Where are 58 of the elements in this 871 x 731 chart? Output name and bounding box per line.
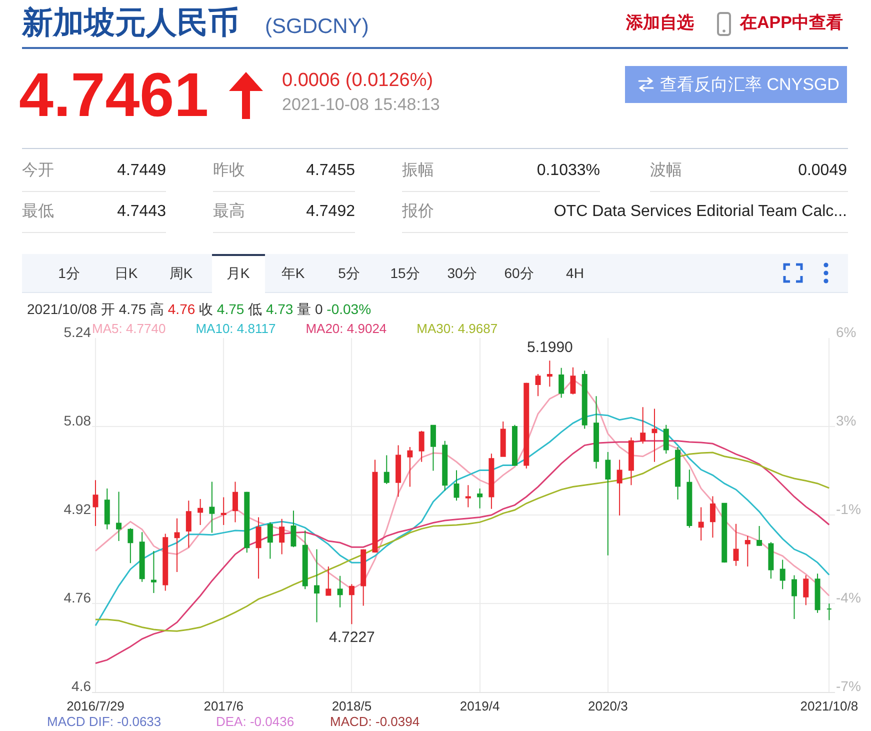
text: 最低	[22, 202, 54, 222]
annotation: 5.1990	[527, 339, 573, 356]
text: 年K	[281, 264, 305, 282]
chart-title: 新加坡元人民币	[22, 5, 239, 41]
x-tick-label: 2019/4	[460, 698, 500, 714]
text: 30分	[447, 264, 477, 282]
text: 最高	[213, 202, 245, 222]
text: 4.7461	[19, 60, 209, 132]
y-tick-label: 4.76	[64, 589, 92, 606]
text: MACD DIF: -0.0633	[47, 714, 162, 730]
text: 60分	[504, 264, 534, 282]
x-tick-label: 2020/3	[588, 698, 628, 714]
x-tick-label: 2018/5	[332, 698, 372, 714]
text: 2021-10-08 15:48:13	[282, 95, 440, 115]
text: MA10: 4.8117	[196, 321, 276, 336]
text: MA20: 4.9024	[306, 321, 387, 336]
text: 0.1033%	[536, 162, 600, 180]
text: OTC Data Services Editorial Team Calc...	[554, 202, 847, 222]
text: 昨收	[213, 162, 245, 180]
text: 0.0049	[798, 162, 847, 180]
y2-tick-label: -1%	[836, 500, 861, 517]
y2-tick-label: 6%	[836, 324, 856, 340]
x-tick-label: 2021/10/8	[800, 698, 858, 714]
text: 振幅	[402, 162, 434, 180]
chart-subtitle: (SGDCNY)	[265, 14, 369, 40]
y2-tick-label: -4%	[836, 589, 861, 606]
text: 日K	[114, 264, 138, 282]
x-tick-label: 2016/7/29	[66, 698, 124, 714]
text: 4.7455	[306, 162, 355, 180]
text: 15分	[390, 264, 420, 282]
y-tick-label: 5.24	[64, 324, 92, 340]
text: DEA: -0.0436	[216, 714, 294, 730]
text: MACD: -0.0394	[330, 714, 420, 730]
text: 4H	[566, 264, 584, 282]
text: 4.7443	[117, 202, 166, 222]
text: 今开	[22, 162, 54, 180]
text: 5分	[338, 264, 360, 282]
text: 4.7492	[306, 202, 355, 222]
text: MA30: 4.9687	[416, 321, 498, 336]
text: 0.0006 (0.0126%)	[282, 70, 434, 92]
text: 周K	[169, 264, 193, 282]
text: 4.7449	[117, 162, 166, 180]
annotation: 4.7227	[329, 629, 375, 646]
text: 在APP中查看	[740, 13, 843, 33]
text: 查看反向汇率 CNYSGD	[660, 75, 840, 95]
text: 月K	[226, 264, 250, 282]
text: 波幅	[650, 162, 682, 180]
x-tick-label: 2017/6	[204, 698, 244, 714]
y-tick-label: 5.08	[64, 412, 92, 428]
y-tick-label: 4.6	[72, 678, 92, 694]
text: MA5: 4.7740	[92, 321, 166, 336]
text: 添加自选	[626, 13, 694, 33]
y-tick-label: 4.92	[64, 500, 92, 517]
text: 1分	[58, 264, 80, 282]
text: 报价	[402, 202, 434, 222]
y2-tick-label: -7%	[836, 678, 861, 694]
y2-tick-label: 3%	[836, 412, 856, 428]
text: 2021/10/08 开 4.75 高 4.76 收 4.75 低 4.73 量 0 -0.03%	[27, 300, 372, 317]
